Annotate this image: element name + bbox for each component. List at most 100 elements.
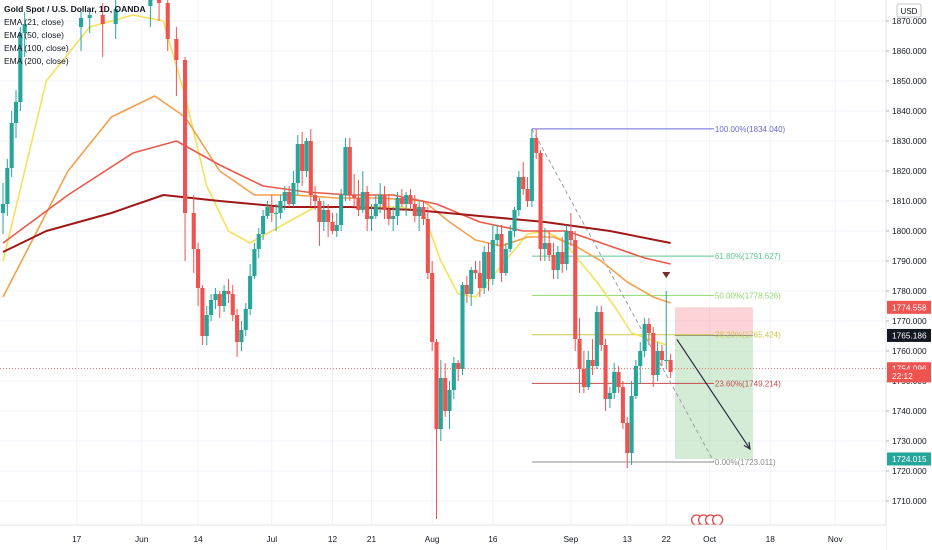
- candle: [607, 387, 612, 408]
- candle-body: [347, 147, 352, 195]
- candle-body: [157, 0, 162, 3]
- candle: [490, 225, 495, 285]
- price-tick-label: 1710.000: [892, 496, 927, 506]
- candle: [577, 318, 582, 393]
- price-tick-label: 1870.000: [892, 16, 927, 26]
- candle: [412, 195, 417, 222]
- price-tick-label: 1850.000: [892, 76, 927, 86]
- price-label: 1754.096: [892, 364, 927, 374]
- candle: [495, 225, 500, 246]
- candle-body: [148, 0, 153, 6]
- candle: [278, 195, 283, 219]
- candle-body: [555, 252, 560, 270]
- candle-body: [295, 144, 300, 183]
- candle: [408, 189, 413, 210]
- time-axis[interactable]: 17 Jun 14 Jul 12 21 Aug 16 Sep 13 22 Oct 18 Nov: [0, 524, 886, 550]
- candle: [261, 210, 266, 240]
- candle: [603, 339, 608, 411]
- candle-body: [365, 192, 370, 219]
- candle-body: [326, 210, 331, 222]
- candle: [430, 261, 435, 351]
- candle-body: [378, 195, 383, 204]
- candle: [581, 351, 586, 393]
- candle: [594, 306, 599, 369]
- candle-body: [196, 249, 201, 288]
- candle-body: [191, 213, 196, 249]
- candle: [451, 357, 456, 399]
- candle-body: [586, 360, 591, 387]
- candle: [646, 318, 651, 345]
- candle-body: [18, 33, 23, 102]
- ema-100-legend[interactable]: EMA (100, close): [4, 43, 69, 53]
- candle: [664, 291, 669, 369]
- price-tick-label: 1740.000: [892, 406, 927, 416]
- time-tick-label: 17: [72, 534, 82, 544]
- candle-body: [274, 213, 279, 214]
- ema-200-legend[interactable]: EMA (200, close): [4, 56, 69, 66]
- candle-body: [525, 189, 530, 201]
- time-tick-label: Aug: [425, 534, 440, 544]
- candle-body: [538, 153, 543, 249]
- candle: [373, 195, 378, 219]
- candle: [295, 135, 300, 195]
- candle-body: [633, 366, 638, 396]
- candle-body: [165, 3, 170, 39]
- candle: [200, 285, 205, 345]
- ema-50-legend[interactable]: EMA (50, close): [4, 30, 64, 40]
- price-tick-label: 1810.000: [892, 196, 927, 206]
- candle-body: [256, 234, 261, 249]
- candle: [265, 201, 270, 219]
- fib-retracement[interactable]: 100.00%(1834.040) 61.80%(1791.627) 50.00%(…: [531, 125, 786, 467]
- candle: [321, 201, 326, 231]
- candle-body: [490, 240, 495, 279]
- symbol-title[interactable]: Gold Spot / U.S. Dollar, 1D, OANDA: [4, 4, 146, 14]
- candle-body: [430, 273, 435, 342]
- candle-body: [534, 138, 539, 153]
- candle-body: [334, 225, 339, 231]
- fib-label: 0.00%(1723.011): [715, 458, 776, 467]
- grid-lines: [0, 0, 886, 525]
- candle: [378, 183, 383, 213]
- candle: [668, 354, 673, 378]
- candle-body: [217, 294, 222, 306]
- candle-body: [629, 396, 634, 453]
- short-position-tool[interactable]: [674, 307, 753, 459]
- candle: [300, 132, 305, 186]
- candle-body: [638, 351, 643, 366]
- candle-body: [425, 219, 430, 273]
- candle: [5, 159, 10, 216]
- price-label-bg: [887, 300, 931, 314]
- candle-body: [343, 147, 348, 195]
- candle-body: [651, 333, 656, 375]
- candle: [113, 0, 118, 39]
- candle-body: [22, 24, 27, 33]
- price-tick-label: 1840.000: [892, 106, 927, 116]
- candle: [586, 351, 591, 390]
- candle-body: [482, 252, 487, 288]
- ema-21-legend[interactable]: EMA (21, close): [4, 17, 64, 27]
- candle: [551, 243, 556, 279]
- candle: [22, 12, 27, 57]
- countdown-bg: [887, 369, 931, 383]
- sell-marker: [662, 272, 671, 278]
- candle-body: [581, 369, 586, 387]
- candle: [659, 345, 664, 366]
- candle-body: [508, 231, 513, 249]
- candle-body: [300, 144, 305, 171]
- time-tick-label: 12: [328, 534, 338, 544]
- candle-body: [204, 315, 209, 336]
- candle: [226, 279, 231, 303]
- candle-body: [235, 315, 240, 342]
- candle: [230, 285, 235, 321]
- price-label: 1774.558: [892, 302, 927, 312]
- chart-legend: Gold Spot / U.S. Dollar, 1D, OANDA EMA (…: [4, 3, 146, 68]
- candle: [248, 264, 253, 315]
- candle-body: [542, 243, 547, 249]
- price-axis[interactable]: USD1710.0001720.0001730.0001740.0001750.…: [885, 0, 932, 550]
- candle-body: [369, 216, 374, 219]
- candle: [356, 180, 361, 216]
- candle-body: [352, 195, 357, 198]
- currency-box: [896, 3, 922, 18]
- drawings[interactable]: [0, 272, 886, 526]
